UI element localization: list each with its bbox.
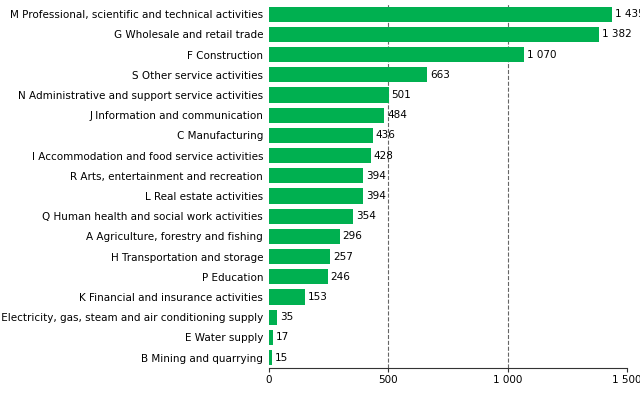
Text: 17: 17 xyxy=(276,332,289,342)
Bar xyxy=(269,249,330,264)
Text: 1 382: 1 382 xyxy=(602,29,632,39)
Bar xyxy=(269,188,363,204)
Text: 246: 246 xyxy=(330,272,350,282)
Bar xyxy=(269,229,340,244)
Text: 1 070: 1 070 xyxy=(527,50,557,59)
Bar xyxy=(269,128,373,143)
Text: 153: 153 xyxy=(308,292,328,302)
Text: 663: 663 xyxy=(430,70,450,80)
Bar xyxy=(269,309,277,325)
Text: 296: 296 xyxy=(342,231,362,241)
Text: 257: 257 xyxy=(333,252,353,261)
Text: 394: 394 xyxy=(366,171,386,181)
Bar xyxy=(269,6,612,22)
Text: 394: 394 xyxy=(366,191,386,201)
Text: 484: 484 xyxy=(387,110,407,120)
Bar xyxy=(269,208,353,224)
Bar xyxy=(269,269,328,284)
Bar xyxy=(269,107,385,123)
Bar xyxy=(269,47,524,62)
Bar xyxy=(269,168,363,183)
Text: 501: 501 xyxy=(392,90,411,100)
Bar xyxy=(269,350,273,365)
Text: 1 435: 1 435 xyxy=(614,9,640,19)
Text: 35: 35 xyxy=(280,312,293,322)
Bar xyxy=(269,27,599,42)
Text: 354: 354 xyxy=(356,211,376,221)
Text: 15: 15 xyxy=(275,353,289,362)
Bar xyxy=(269,148,371,163)
Bar xyxy=(269,289,305,305)
Text: 428: 428 xyxy=(374,151,394,160)
Bar xyxy=(269,87,388,103)
Bar xyxy=(269,67,428,82)
Bar xyxy=(269,330,273,345)
Text: 436: 436 xyxy=(376,130,396,140)
